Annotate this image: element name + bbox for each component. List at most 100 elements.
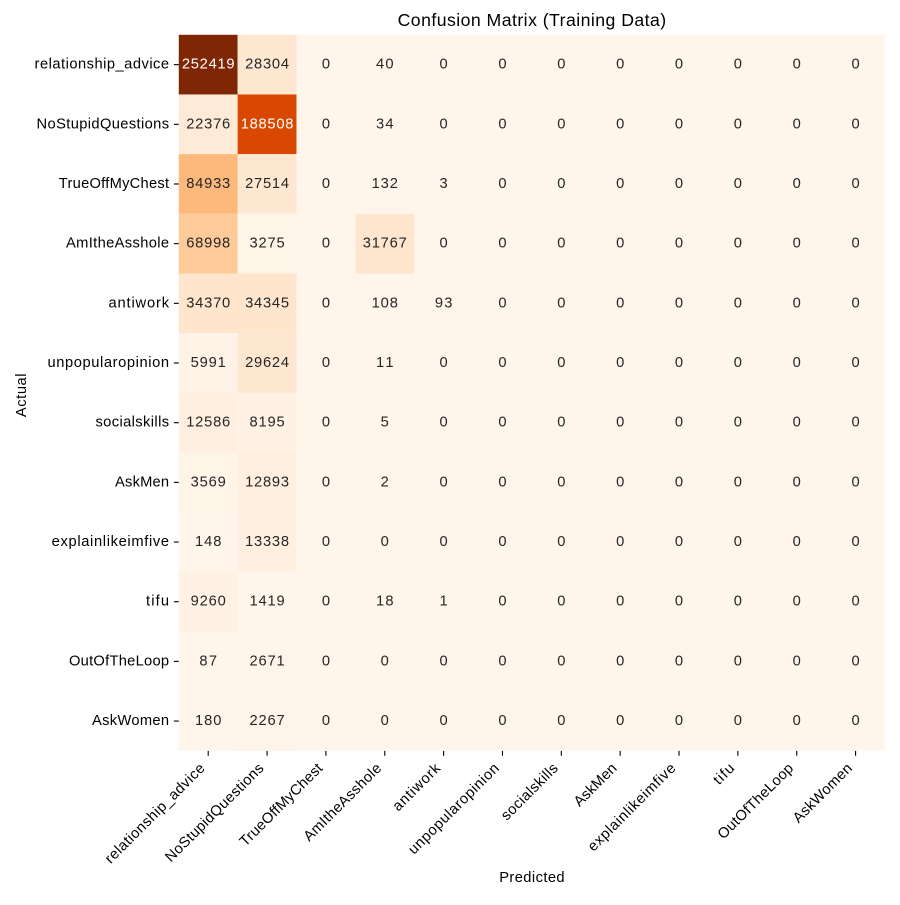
svg-text:0: 0 bbox=[498, 57, 506, 73]
svg-text:0: 0 bbox=[498, 236, 506, 252]
svg-text:27514: 27514 bbox=[245, 176, 289, 192]
svg-text:0: 0 bbox=[734, 57, 742, 73]
svg-text:0: 0 bbox=[675, 653, 683, 669]
svg-text:relationship_advice: relationship_advice bbox=[102, 761, 208, 867]
svg-text:11: 11 bbox=[376, 355, 394, 371]
svg-text:0: 0 bbox=[851, 534, 859, 550]
svg-text:3275: 3275 bbox=[249, 236, 284, 252]
svg-text:29624: 29624 bbox=[245, 355, 289, 371]
svg-text:0: 0 bbox=[851, 57, 859, 73]
svg-text:0: 0 bbox=[440, 474, 448, 490]
svg-text:0: 0 bbox=[616, 474, 624, 490]
svg-text:0: 0 bbox=[557, 116, 565, 132]
svg-text:0: 0 bbox=[793, 355, 801, 371]
svg-text:252419: 252419 bbox=[182, 57, 235, 73]
svg-text:Predicted: Predicted bbox=[499, 870, 564, 886]
svg-text:0: 0 bbox=[851, 236, 859, 252]
svg-text:0: 0 bbox=[734, 355, 742, 371]
svg-text:0: 0 bbox=[616, 236, 624, 252]
svg-text:0: 0 bbox=[675, 713, 683, 729]
svg-text:0: 0 bbox=[793, 176, 801, 192]
svg-text:22376: 22376 bbox=[186, 116, 230, 132]
svg-text:explainlikeimfive: explainlikeimfive bbox=[52, 534, 169, 550]
svg-text:antiwork: antiwork bbox=[390, 760, 445, 815]
svg-text:0: 0 bbox=[616, 713, 624, 729]
svg-text:0: 0 bbox=[498, 653, 506, 669]
svg-text:12586: 12586 bbox=[186, 415, 230, 431]
svg-text:31767: 31767 bbox=[363, 236, 407, 252]
svg-text:148: 148 bbox=[195, 534, 221, 550]
svg-text:5: 5 bbox=[381, 415, 389, 431]
svg-text:0: 0 bbox=[851, 594, 859, 610]
svg-text:2671: 2671 bbox=[249, 653, 284, 669]
svg-text:0: 0 bbox=[734, 653, 742, 669]
svg-text:0: 0 bbox=[675, 534, 683, 550]
svg-text:0: 0 bbox=[557, 57, 565, 73]
svg-text:0: 0 bbox=[734, 116, 742, 132]
svg-text:0: 0 bbox=[851, 415, 859, 431]
svg-text:0: 0 bbox=[616, 594, 624, 610]
svg-text:0: 0 bbox=[616, 534, 624, 550]
svg-text:0: 0 bbox=[557, 713, 565, 729]
svg-text:socialskills: socialskills bbox=[95, 415, 169, 431]
svg-text:0: 0 bbox=[793, 653, 801, 669]
svg-text:132: 132 bbox=[372, 176, 398, 192]
svg-text:0: 0 bbox=[498, 116, 506, 132]
svg-text:0: 0 bbox=[793, 534, 801, 550]
svg-text:0: 0 bbox=[675, 474, 683, 490]
svg-text:28304: 28304 bbox=[245, 57, 289, 73]
svg-text:0: 0 bbox=[498, 415, 506, 431]
svg-text:0: 0 bbox=[381, 713, 389, 729]
svg-text:0: 0 bbox=[616, 176, 624, 192]
svg-text:TrueOffMyChest: TrueOffMyChest bbox=[59, 176, 169, 192]
svg-text:0: 0 bbox=[440, 415, 448, 431]
svg-text:tifu: tifu bbox=[711, 761, 739, 789]
svg-text:188508: 188508 bbox=[241, 116, 294, 132]
svg-text:3569: 3569 bbox=[191, 474, 226, 490]
svg-text:0: 0 bbox=[851, 116, 859, 132]
svg-text:0: 0 bbox=[793, 594, 801, 610]
svg-text:40: 40 bbox=[376, 57, 394, 73]
svg-text:0: 0 bbox=[734, 713, 742, 729]
svg-text:12893: 12893 bbox=[245, 474, 289, 490]
svg-text:93: 93 bbox=[435, 295, 453, 311]
svg-text:0: 0 bbox=[440, 355, 448, 371]
svg-text:0: 0 bbox=[734, 176, 742, 192]
svg-text:0: 0 bbox=[675, 176, 683, 192]
svg-text:0: 0 bbox=[557, 474, 565, 490]
svg-text:2267: 2267 bbox=[249, 713, 284, 729]
svg-text:0: 0 bbox=[322, 236, 330, 252]
svg-text:AskWomen: AskWomen bbox=[790, 761, 856, 827]
svg-text:0: 0 bbox=[322, 653, 330, 669]
svg-text:87: 87 bbox=[199, 653, 217, 669]
svg-text:0: 0 bbox=[675, 116, 683, 132]
svg-text:0: 0 bbox=[322, 713, 330, 729]
svg-text:0: 0 bbox=[322, 594, 330, 610]
svg-text:0: 0 bbox=[557, 653, 565, 669]
svg-text:0: 0 bbox=[675, 295, 683, 311]
svg-text:0: 0 bbox=[440, 534, 448, 550]
svg-text:socialskills: socialskills bbox=[498, 761, 561, 824]
svg-text:0: 0 bbox=[322, 295, 330, 311]
svg-text:AskMen: AskMen bbox=[571, 761, 620, 810]
svg-text:0: 0 bbox=[851, 474, 859, 490]
svg-text:0: 0 bbox=[557, 295, 565, 311]
svg-text:0: 0 bbox=[322, 57, 330, 73]
svg-text:18: 18 bbox=[376, 594, 394, 610]
svg-text:0: 0 bbox=[440, 116, 448, 132]
svg-text:OutOfTheLoop: OutOfTheLoop bbox=[69, 653, 169, 669]
svg-text:0: 0 bbox=[322, 534, 330, 550]
svg-text:0: 0 bbox=[616, 653, 624, 669]
svg-text:AskWomen: AskWomen bbox=[92, 713, 169, 729]
svg-text:NoStupidQuestions: NoStupidQuestions bbox=[37, 116, 170, 132]
svg-text:0: 0 bbox=[851, 713, 859, 729]
svg-text:0: 0 bbox=[851, 295, 859, 311]
svg-text:0: 0 bbox=[675, 415, 683, 431]
svg-text:Confusion Matrix (Training Dat: Confusion Matrix (Training Data) bbox=[398, 10, 667, 30]
svg-text:AskMen: AskMen bbox=[115, 474, 169, 490]
svg-text:0: 0 bbox=[675, 57, 683, 73]
svg-text:0: 0 bbox=[675, 355, 683, 371]
svg-text:0: 0 bbox=[851, 653, 859, 669]
svg-text:0: 0 bbox=[440, 57, 448, 73]
svg-text:0: 0 bbox=[616, 57, 624, 73]
